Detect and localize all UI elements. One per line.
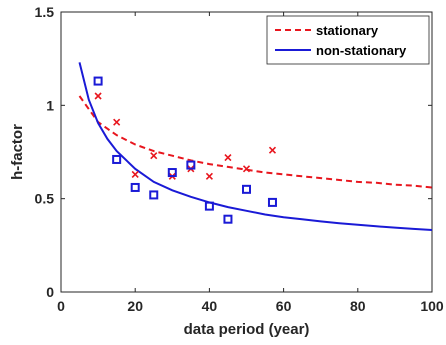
x-axis-label: data period (year) bbox=[184, 321, 310, 338]
square-marker-point bbox=[112, 154, 122, 164]
x-tick-label-60: 60 bbox=[276, 298, 292, 314]
markers-layer bbox=[93, 76, 277, 224]
x-marker-point bbox=[131, 170, 139, 178]
x-marker-point bbox=[113, 118, 121, 126]
x-tick-label-0: 0 bbox=[57, 298, 65, 314]
y-axis-label: h-factor bbox=[9, 124, 26, 180]
x-marker-point bbox=[268, 146, 277, 154]
square-marker-point bbox=[223, 214, 233, 224]
square-marker-point bbox=[204, 201, 214, 211]
axes-layer: 0 20 40 60 80 100 0 0.5 1 1.5 bbox=[35, 4, 444, 314]
square-marker-point bbox=[267, 197, 277, 207]
series-layer bbox=[78, 62, 433, 231]
square-marker-point bbox=[167, 168, 177, 178]
square-marker-point bbox=[93, 76, 103, 86]
square-marker-point bbox=[186, 160, 196, 170]
x-marker-point bbox=[205, 172, 213, 180]
y-tick-label-0: 0 bbox=[46, 284, 54, 300]
x-marker-point bbox=[224, 154, 232, 162]
x-tick-label-40: 40 bbox=[202, 298, 218, 314]
legend-label-non-stationary: non-stationary bbox=[316, 43, 407, 58]
square-marker-point bbox=[149, 190, 159, 200]
legend-box bbox=[266, 15, 430, 65]
x-tick-label-20: 20 bbox=[127, 298, 143, 314]
x-tick-label-100: 100 bbox=[420, 298, 444, 314]
series-line-non-stationary bbox=[78, 62, 433, 231]
legend-label-stationary: stationary bbox=[316, 23, 379, 38]
x-marker-point bbox=[94, 92, 102, 100]
y-tick-label-0-5: 0.5 bbox=[35, 191, 55, 207]
x-marker-point bbox=[242, 165, 251, 173]
y-tick-label-1: 1 bbox=[46, 97, 54, 113]
y-tick-label-1-5: 1.5 bbox=[35, 4, 55, 20]
square-marker-point bbox=[242, 184, 251, 194]
square-marker-point bbox=[130, 182, 140, 192]
legend: stationary non-stationary bbox=[266, 15, 430, 65]
x-tick-label-80: 80 bbox=[350, 298, 366, 314]
x-marker-point bbox=[150, 152, 158, 160]
